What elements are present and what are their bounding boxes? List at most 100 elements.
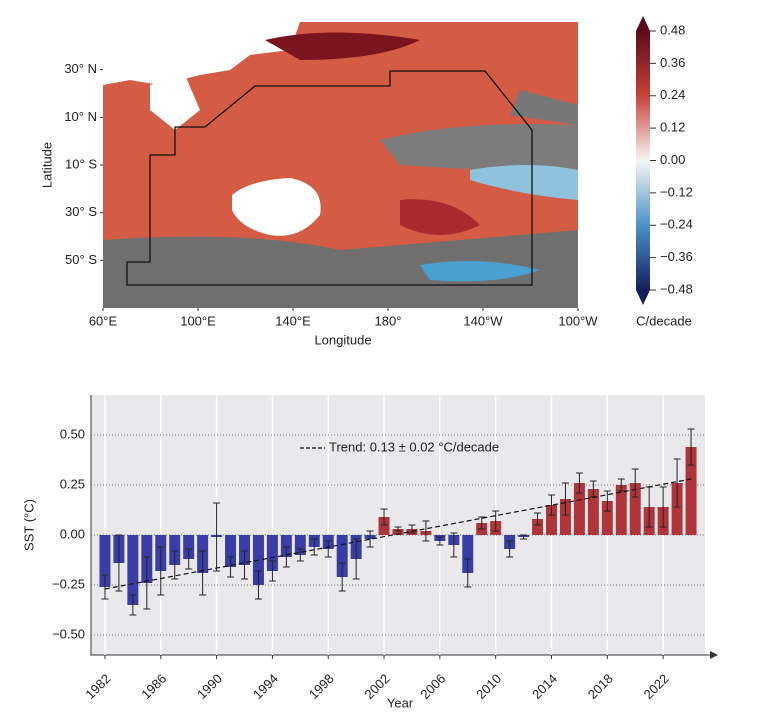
error-bar	[464, 558, 472, 588]
land-india	[150, 75, 200, 130]
y-axis-label: SST (°C)	[21, 499, 36, 551]
colorbar-tick-label: −0.48	[660, 281, 693, 296]
bar	[239, 535, 250, 565]
colorbar-tick-label: 0.12	[660, 120, 685, 135]
plot-background	[91, 395, 705, 655]
colorbar-tick-label: −0.24	[660, 217, 693, 232]
x-tick-label: 2006	[417, 671, 448, 702]
bar	[392, 529, 404, 535]
bar	[294, 535, 306, 555]
bar	[671, 483, 683, 535]
bar	[378, 517, 390, 535]
error-bar	[213, 502, 221, 572]
error-bar	[366, 530, 374, 548]
x-axis-label: Longitude	[314, 332, 371, 347]
colorbar-tick-label: 0.48	[660, 22, 685, 37]
colorbar-tick-label: 0.00	[660, 152, 685, 167]
y-tick-label: 0.00	[60, 526, 85, 541]
error-bar	[282, 546, 290, 568]
colorbar-extend	[636, 290, 650, 305]
error-bar	[380, 508, 388, 526]
grey-region	[510, 90, 578, 125]
x-tick-label: 1986	[138, 671, 169, 702]
y-tick-label: 0.50	[60, 426, 85, 441]
x-tick-label: 1994	[250, 671, 281, 702]
error-bar	[115, 534, 123, 592]
error-bar	[506, 540, 514, 558]
error-bar	[450, 532, 458, 558]
x-tick-label: 1998	[306, 671, 337, 702]
x-tick-label: 140°E	[275, 313, 311, 328]
region-outline	[126, 70, 533, 286]
error-bar	[603, 490, 611, 512]
error-bar	[534, 512, 542, 526]
colorbar-extend	[636, 16, 650, 31]
bar	[615, 485, 627, 535]
annotation: Trend: 0.13 ± 0.02 °C/decade	[329, 439, 499, 454]
y-tick-label: 10° N	[64, 109, 97, 124]
bar	[99, 535, 111, 587]
y-tick-label: −0.25	[52, 576, 85, 591]
x-tick-label: 1990	[194, 671, 225, 702]
cool-patch	[420, 261, 540, 282]
colorbar-tick-label: −0.12	[660, 184, 693, 199]
error-bar	[548, 494, 555, 516]
warm-patch	[400, 199, 480, 235]
error-bar	[241, 550, 248, 580]
colorbar	[636, 31, 650, 290]
trend-line	[104, 478, 692, 590]
x-axis-label: Year	[387, 695, 414, 710]
land-australia	[232, 178, 321, 236]
warm-band	[265, 32, 420, 60]
error-bar	[659, 486, 667, 528]
error-bar	[520, 534, 528, 540]
map-art	[103, 16, 650, 308]
y-tick-label: 50° S	[65, 252, 97, 267]
x-tick-label: 100°W	[558, 313, 598, 328]
error-bar	[617, 478, 625, 492]
y-axis-label: Latitude	[39, 142, 54, 188]
bar	[280, 535, 292, 557]
error-bar	[157, 546, 165, 596]
error-bar	[478, 516, 486, 530]
bar	[587, 489, 599, 535]
bar	[532, 519, 544, 535]
bar	[559, 499, 571, 535]
x-tick-label: 2014	[529, 671, 560, 702]
bar	[685, 447, 697, 535]
error-bar	[673, 458, 681, 508]
bar	[601, 501, 613, 535]
colorbar-tick-label: 0.24	[660, 87, 685, 102]
y-tick-label: −0.50	[52, 626, 85, 641]
cool-region	[470, 165, 578, 200]
error-bar	[631, 468, 639, 498]
error-bar	[394, 526, 402, 532]
bar	[573, 483, 585, 535]
error-bar	[227, 556, 235, 578]
error-bar	[338, 562, 346, 592]
error-bar	[171, 550, 179, 580]
error-bar	[185, 548, 193, 570]
x-tick-label: 180°	[375, 313, 402, 328]
bar	[546, 505, 557, 535]
error-bar	[492, 510, 500, 532]
bar	[462, 535, 474, 573]
axis-arrow	[710, 651, 718, 659]
y-tick-label: 0.25	[60, 476, 85, 491]
bar	[629, 483, 641, 535]
colorbar-tick-label: 0.36	[660, 55, 685, 70]
error-bar	[687, 428, 695, 466]
colorbar-tick-label: −0.36	[660, 249, 693, 264]
error-bar	[324, 540, 332, 558]
error-bar	[143, 556, 151, 610]
bar	[169, 535, 181, 565]
error-bar	[199, 550, 207, 596]
y-tick-label: 30° N	[64, 61, 97, 76]
southern-grey	[103, 230, 578, 308]
bar	[336, 535, 348, 577]
error-bar	[268, 560, 276, 582]
y-tick-label: 10° S	[65, 156, 97, 171]
error-bar	[575, 472, 583, 494]
x-tick-label: 2018	[585, 671, 616, 702]
